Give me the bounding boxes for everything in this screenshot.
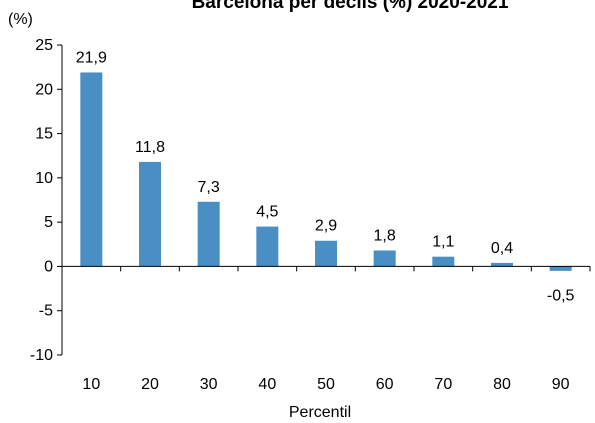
x-tick-label: 30 bbox=[200, 376, 218, 393]
x-axis: 10 20 30 40 50 60 70 80 90 bbox=[61, 266, 591, 393]
data-label: 1,8 bbox=[374, 227, 396, 244]
bar bbox=[373, 250, 396, 267]
bar bbox=[80, 72, 103, 267]
x-tick-label: 20 bbox=[141, 376, 159, 393]
x-tick-label: 70 bbox=[434, 376, 452, 393]
data-label: 0,4 bbox=[491, 240, 513, 257]
x-tick-label: 10 bbox=[82, 376, 100, 393]
chart-title: Barcelona per decils (%) 2020-2021 bbox=[192, 0, 509, 13]
bar bbox=[315, 240, 337, 267]
x-tick-label: 50 bbox=[317, 376, 335, 393]
bar bbox=[197, 201, 220, 267]
y-unit-label: (%) bbox=[8, 11, 33, 28]
bar bbox=[139, 161, 161, 267]
bar bbox=[491, 262, 513, 267]
y-tick-label: 15 bbox=[35, 126, 53, 143]
data-label: 7,3 bbox=[198, 179, 220, 196]
bar bbox=[549, 266, 572, 271]
x-axis-title: Percentil bbox=[289, 404, 351, 421]
data-label: 11,8 bbox=[135, 139, 165, 156]
y-tick-label: -5 bbox=[39, 303, 53, 320]
data-label: 21,9 bbox=[76, 49, 107, 66]
y-tick-label: 25 bbox=[35, 37, 53, 54]
y-tick-label: 10 bbox=[35, 170, 53, 187]
data-label: -0,5 bbox=[547, 287, 575, 304]
data-labels: 21,9 11,8 7,3 4,5 2,9 1,8 1,1 0,4 -0,5 bbox=[76, 49, 575, 304]
bar-series bbox=[80, 72, 572, 271]
x-tick-label: 90 bbox=[552, 376, 570, 393]
data-label: 4,5 bbox=[256, 204, 278, 221]
y-tick-label: 5 bbox=[44, 214, 53, 231]
y-tick-label: -10 bbox=[30, 347, 53, 364]
data-label: 1,1 bbox=[432, 234, 454, 251]
bar bbox=[256, 226, 279, 267]
data-label: 2,9 bbox=[315, 218, 337, 235]
x-tick-label: 80 bbox=[493, 376, 511, 393]
x-tick-label: 40 bbox=[258, 376, 276, 393]
x-tick-label: 60 bbox=[376, 376, 394, 393]
bar bbox=[432, 256, 455, 267]
y-tick-label: 20 bbox=[35, 81, 53, 98]
y-axis: 25 20 15 10 5 0 -5 -10 bbox=[30, 37, 62, 364]
y-tick-label: 0 bbox=[44, 258, 53, 275]
